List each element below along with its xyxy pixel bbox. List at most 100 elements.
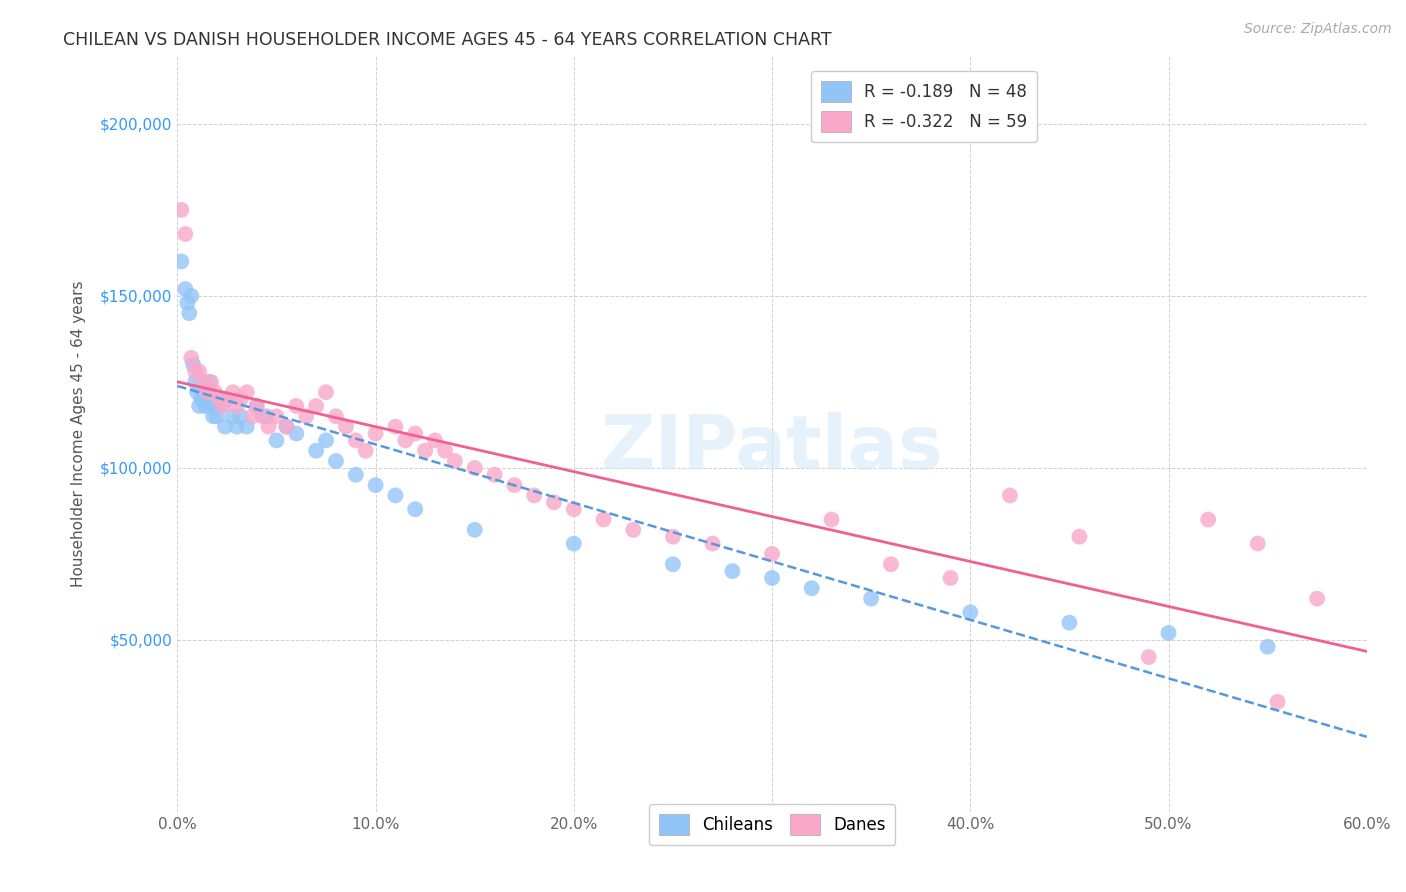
Point [880, 558, 903, 572]
Point [266, 434, 288, 448]
Point [484, 467, 506, 482]
Point [364, 426, 387, 441]
Point [433, 443, 456, 458]
Point [191, 385, 214, 400]
Point [820, 512, 842, 526]
Point [404, 426, 426, 441]
Point [860, 591, 883, 606]
Point [195, 392, 218, 406]
Point [215, 392, 238, 406]
Point [266, 409, 288, 424]
Text: ZIPatlas: ZIPatlas [600, 412, 943, 485]
Point [423, 434, 446, 448]
Point [325, 409, 347, 424]
Point [200, 375, 222, 389]
Point [246, 399, 269, 413]
Point [204, 385, 226, 400]
Point [404, 502, 426, 516]
Point [235, 419, 257, 434]
Point [225, 399, 247, 413]
Point [939, 571, 962, 585]
Point [959, 606, 981, 620]
Point [190, 392, 212, 406]
Point [444, 454, 467, 468]
Point [315, 385, 337, 400]
Point [721, 564, 744, 578]
Point [276, 419, 298, 434]
Point [229, 409, 252, 424]
Point [1306, 591, 1329, 606]
Point [1137, 650, 1160, 665]
Point [235, 385, 257, 400]
Point [662, 558, 685, 572]
Text: CHILEAN VS DANISH HOUSEHOLDER INCOME AGES 45 - 64 YEARS CORRELATION CHART: CHILEAN VS DANISH HOUSEHOLDER INCOME AGE… [63, 31, 832, 49]
Point [761, 571, 783, 585]
Point [998, 488, 1021, 502]
Point [800, 582, 823, 596]
Point [662, 530, 685, 544]
Point [181, 358, 204, 372]
Point [202, 409, 225, 424]
Point [214, 419, 236, 434]
Point [222, 385, 245, 400]
Point [186, 385, 208, 400]
Point [179, 306, 201, 320]
Point [222, 409, 245, 424]
Point [562, 502, 585, 516]
Point [1247, 536, 1270, 550]
Point [335, 419, 357, 434]
Point [180, 289, 202, 303]
Point [315, 434, 337, 448]
Point [1267, 695, 1289, 709]
Point [188, 399, 211, 413]
Point [188, 365, 211, 379]
Point [195, 385, 218, 400]
Point [285, 399, 308, 413]
Point [543, 495, 565, 509]
Point [384, 488, 406, 502]
Point [276, 419, 298, 434]
Point [204, 399, 226, 413]
Point [761, 547, 783, 561]
Point [364, 478, 387, 492]
Point [180, 351, 202, 365]
Point [209, 399, 232, 413]
Point [246, 399, 269, 413]
Point [621, 523, 644, 537]
Point [702, 536, 724, 550]
Point [225, 419, 247, 434]
Y-axis label: Householder Income Ages 45 - 64 years: Householder Income Ages 45 - 64 years [72, 280, 86, 587]
Point [413, 443, 436, 458]
Point [176, 295, 198, 310]
Point [1257, 640, 1279, 654]
Point [1197, 512, 1219, 526]
Point [208, 392, 231, 406]
Point [1157, 626, 1180, 640]
Point [592, 512, 614, 526]
Point [205, 409, 228, 424]
Point [252, 409, 274, 424]
Point [464, 523, 486, 537]
Point [184, 365, 207, 379]
Point [184, 375, 207, 389]
Point [305, 443, 328, 458]
Point [174, 282, 197, 296]
Point [256, 409, 278, 424]
Text: Source: ZipAtlas.com: Source: ZipAtlas.com [1244, 22, 1392, 37]
Point [170, 254, 193, 268]
Point [212, 399, 235, 413]
Point [215, 392, 238, 406]
Point [229, 392, 252, 406]
Point [503, 478, 526, 492]
Point [354, 443, 377, 458]
Point [305, 399, 328, 413]
Point [562, 536, 585, 550]
Point [325, 454, 347, 468]
Point [464, 461, 486, 475]
Point [200, 399, 222, 413]
Point [191, 375, 214, 389]
Point [170, 202, 193, 217]
Point [1059, 615, 1081, 630]
Point [344, 434, 367, 448]
Point [295, 409, 318, 424]
